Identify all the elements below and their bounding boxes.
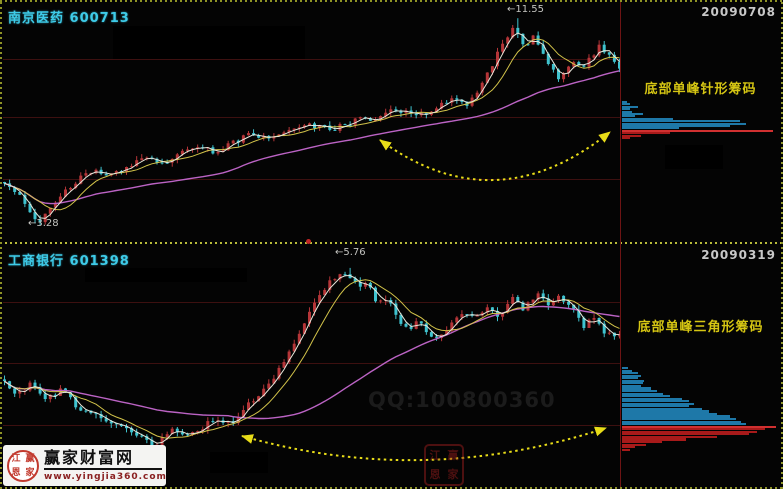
profile-bar (622, 400, 689, 403)
profile-bar (622, 110, 632, 113)
logo-text-block: 赢家财富网 www.yingjia360.com (44, 448, 167, 482)
gridline (3, 363, 620, 364)
profile-bar (622, 423, 747, 426)
dotted-border-top (0, 0, 783, 2)
yingjia-logo: 江 赢 恩 家 赢家财富网 www.yingjia360.com (3, 445, 166, 486)
profile-bar (622, 374, 642, 377)
profile-bar (622, 440, 662, 444)
profile-bar (622, 125, 731, 127)
profile-bar (622, 103, 630, 106)
panel-divider (0, 239, 783, 244)
volume-profile-top (622, 101, 781, 143)
profile-bar (622, 384, 642, 388)
top-chart-panel: 南京医药 600713 20090708 (2, 2, 781, 242)
profile-bar (622, 113, 643, 115)
profile-bar (622, 137, 630, 139)
ma-line-magenta (4, 305, 620, 420)
profile-bar (622, 410, 710, 413)
profile-bar (622, 108, 630, 111)
candlestick-chart-icbc[interactable] (2, 245, 622, 487)
profile-bar (622, 369, 632, 372)
profile-bar (622, 115, 635, 118)
stock-title-icbc: 工商银行 601398 (8, 254, 130, 269)
profile-bar (622, 122, 747, 125)
profile-bar (622, 448, 630, 451)
profile-bar (622, 134, 642, 137)
profile-bar (622, 382, 643, 385)
high-price-label-top: ←11.55 (507, 4, 545, 15)
profile-bar (622, 412, 718, 416)
dotted-border-bottom (0, 487, 783, 489)
profile-bar (622, 372, 638, 375)
gridline (3, 179, 620, 180)
profile-bar (622, 430, 758, 433)
redaction-box (113, 26, 305, 59)
qq-watermark: QQ:100800360 (368, 388, 556, 412)
logo-divider-line (44, 468, 162, 470)
ma-line-yellow (4, 279, 620, 439)
profile-bar (622, 101, 627, 103)
profile-bar (622, 438, 686, 441)
ma-line-yellow (4, 38, 620, 211)
faint-seal-watermark: 江 赢 恩 家 (424, 444, 464, 486)
redaction-box (85, 268, 247, 282)
high-price-label-bottom: ←5.76 (335, 247, 366, 258)
divider-red-marker (306, 239, 311, 244)
profile-bar (622, 377, 638, 380)
gridline (3, 302, 620, 303)
profile-bar (622, 402, 694, 405)
logo-site-url: www.yingjia360.com (44, 472, 167, 482)
profile-bar (622, 132, 670, 135)
profile-bar (622, 389, 657, 393)
profile-bar (622, 443, 646, 446)
profile-bar (622, 415, 731, 418)
profile-bar (622, 127, 680, 130)
profile-bar (622, 117, 673, 120)
ma-line-magenta (4, 70, 620, 205)
profile-bar (622, 425, 777, 428)
profile-bar (622, 395, 670, 398)
gridline (3, 59, 620, 60)
date-top: 20090708 (701, 5, 776, 19)
ma-line-white (4, 274, 620, 444)
ma-line-white (4, 32, 620, 219)
stock-title-nanjing: 南京医药 600713 (8, 11, 130, 26)
dotted-border-right (781, 0, 783, 489)
profile-bar (622, 105, 638, 108)
profile-bar (622, 420, 742, 423)
dotted-border-left (0, 0, 2, 489)
volume-profile-bottom (622, 367, 781, 455)
profile-bar (622, 405, 689, 408)
profile-bar (622, 392, 664, 395)
low-price-label-top: ←3.28 (28, 218, 59, 229)
panel-separator-line (620, 2, 621, 487)
chip-annotation-top: 底部单峰针形筹码 (644, 82, 757, 97)
profile-bar (622, 397, 683, 400)
candles-group (3, 267, 621, 447)
logo-site-name: 赢家财富网 (44, 448, 135, 467)
profile-bar (622, 129, 774, 132)
profile-bar (622, 387, 651, 390)
yingjia-seal-icon: 江 赢 恩 家 (7, 449, 39, 482)
candlestick-chart-nanjing[interactable] (2, 2, 622, 242)
profile-bar (622, 446, 635, 449)
gridline (3, 117, 620, 118)
date-bottom: 20090319 (701, 248, 776, 262)
profile-bar (622, 367, 629, 370)
profile-bar (622, 407, 702, 410)
profile-bar (622, 435, 718, 439)
chip-annotation-bottom: 底部单峰三角形筹码 (637, 320, 764, 335)
profile-bar (622, 428, 766, 431)
profile-bar (622, 418, 737, 421)
profile-bar (622, 120, 740, 123)
profile-bar (622, 433, 750, 436)
gridline (3, 425, 620, 426)
redaction-box (665, 145, 723, 169)
profile-bar (622, 379, 645, 382)
